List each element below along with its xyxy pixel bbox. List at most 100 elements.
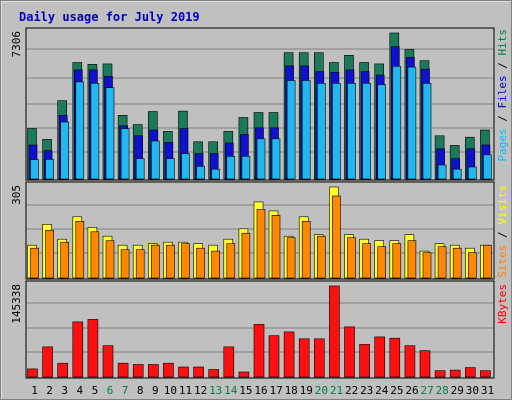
sites-bar	[332, 195, 341, 279]
sites-bar	[467, 252, 477, 279]
day-label: 23	[360, 384, 373, 397]
kbytes-bar	[223, 346, 235, 378]
pages-bar	[316, 83, 326, 180]
legend-bottom: KBytes	[496, 284, 509, 324]
legends: Pages / Files / Hits Sites / Visits KBytes	[496, 29, 509, 324]
sites-bar	[226, 243, 236, 279]
sites-bar	[241, 232, 251, 279]
bars	[27, 32, 492, 378]
kbytes-bar	[178, 366, 189, 378]
pages-bar	[271, 138, 281, 180]
kbytes-bar	[329, 285, 340, 378]
day-label: 4	[76, 384, 83, 397]
pages-bar	[422, 83, 432, 180]
pages-bar	[211, 168, 220, 180]
pages-bar	[362, 83, 371, 180]
kbytes-bar	[268, 335, 280, 378]
day-label: 14	[224, 384, 238, 397]
sites-bar	[256, 209, 266, 279]
y-max-label-top: 7306	[10, 31, 23, 58]
sites-bar	[271, 215, 281, 279]
sites-bar	[151, 244, 160, 279]
legend-mid: Sites / Visits	[496, 185, 509, 278]
kbytes-bar	[374, 336, 386, 378]
day-label: 12	[194, 384, 207, 397]
pages-bar	[120, 128, 130, 180]
sites-bar	[211, 250, 220, 279]
sites-bar	[301, 221, 311, 279]
kbytes-bar	[419, 350, 431, 378]
day-label: 3	[61, 384, 68, 397]
pages-bar	[407, 66, 417, 180]
kbytes-bar	[208, 369, 219, 378]
kbytes-bar	[404, 345, 416, 378]
day-label: 22	[345, 384, 358, 397]
kbytes-bar	[283, 331, 295, 378]
kbytes-bar	[359, 344, 370, 378]
sites-bar	[362, 243, 371, 279]
kbytes-bar	[27, 368, 38, 378]
pages-bar	[392, 66, 402, 180]
day-label: 19	[300, 384, 313, 397]
day-label: 21	[330, 384, 343, 397]
kbytes-bar	[57, 362, 69, 378]
day-label: 18	[285, 384, 298, 397]
kbytes-bar	[464, 367, 476, 378]
kbytes-bar	[434, 370, 446, 378]
day-label: 24	[375, 384, 389, 397]
pages-bar	[196, 166, 205, 180]
legend-entry: Visits	[496, 185, 509, 225]
kbytes-bar	[313, 338, 325, 378]
pages-bar	[467, 166, 477, 180]
legend-entry: Files	[496, 75, 509, 108]
kbytes-bar	[163, 362, 174, 378]
kbytes-bar	[449, 369, 461, 378]
kbytes-bar	[72, 321, 84, 378]
pages-bar	[135, 158, 145, 180]
day-label: 15	[239, 384, 252, 397]
pages-bar	[301, 80, 311, 180]
sites-bar	[422, 252, 432, 279]
sites-bar	[286, 237, 296, 279]
kbytes-bar	[117, 362, 129, 378]
kbytes-bar	[87, 319, 99, 378]
pages-bar	[226, 156, 236, 180]
sites-bar	[120, 249, 130, 279]
sites-bar	[392, 243, 402, 279]
sites-bar	[452, 247, 462, 279]
legend-entry: Hits	[496, 29, 509, 56]
pages-bar	[166, 158, 175, 180]
pages-bar	[151, 140, 160, 180]
pages-bar	[241, 156, 251, 180]
day-label: 11	[179, 384, 192, 397]
pages-bar	[90, 83, 100, 180]
y-max-label-bottom: 145338	[10, 284, 23, 324]
sites-bar	[196, 247, 205, 279]
legend-entry: /	[496, 225, 509, 245]
sites-bar	[316, 235, 326, 279]
day-label: 29	[451, 384, 464, 397]
day-label: 27	[420, 384, 433, 397]
y-max-label-mid: 305	[10, 185, 23, 205]
pages-bar	[181, 153, 190, 180]
kbytes-bar	[389, 337, 401, 378]
sites-bar	[347, 237, 356, 279]
pages-bar	[347, 83, 356, 180]
sites-bar	[407, 240, 417, 279]
day-label: 25	[390, 384, 403, 397]
kbytes-bar	[480, 370, 491, 378]
kbytes-bar	[298, 338, 310, 378]
day-label: 8	[137, 384, 144, 397]
day-label: 31	[481, 384, 494, 397]
day-label: 2	[46, 384, 53, 397]
kbytes-bar	[344, 326, 355, 378]
day-label: 6	[107, 384, 114, 397]
legend-top: Pages / Files / Hits	[496, 29, 509, 162]
day-label: 30	[466, 384, 479, 397]
kbytes-bar	[102, 345, 114, 378]
legend-entry: /	[496, 56, 509, 76]
day-label: 9	[152, 384, 159, 397]
pages-bar	[483, 154, 492, 180]
day-label: 1	[31, 384, 38, 397]
